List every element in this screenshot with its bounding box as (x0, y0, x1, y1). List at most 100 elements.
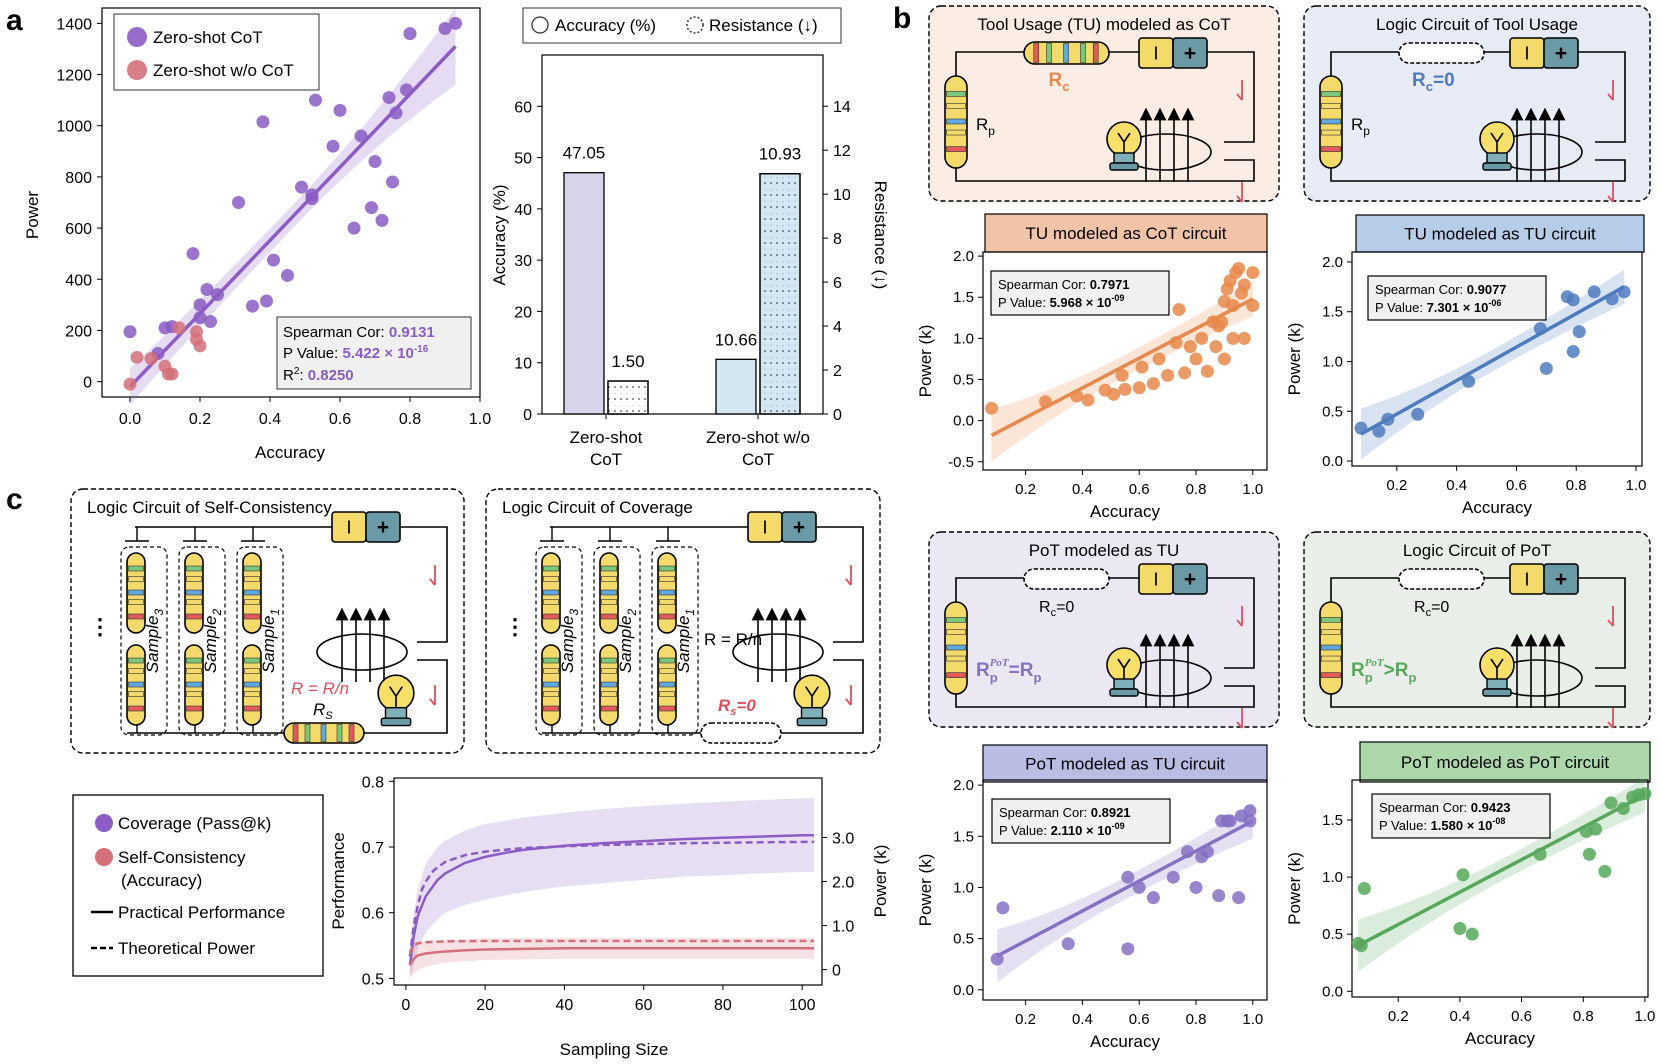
resistor-band (601, 613, 617, 620)
circuit-current-arrow-bottom (1236, 182, 1243, 203)
panel-letter-b: b (893, 2, 911, 35)
b-plot-point (1212, 889, 1226, 903)
resistor-band (1092, 43, 1099, 63)
a-scatter-point-cot (309, 93, 322, 107)
resistor-band (1321, 91, 1341, 97)
resistor-band (128, 705, 144, 712)
circuit-current-arrow-bottom (1236, 708, 1243, 729)
a-stats-spearman: Spearman Cor: 0.9131 (283, 324, 435, 341)
a-bar-content: 010203040506002468101214∘·∘·47.051.50Zer… (514, 99, 851, 469)
b-plot-point (1180, 845, 1194, 859)
b-plot-fit-line (1357, 793, 1646, 948)
circuit-rc-value: =0 (1431, 599, 1449, 616)
b-plot-xtick-label: 0.4 (1072, 481, 1093, 498)
circuit-sample-resistor (657, 644, 677, 726)
a-bar-left-label: Accuracy (%) (490, 184, 509, 285)
b-plot-point (990, 952, 1004, 966)
b-plot-b_pot_tu: PoT modeled as TU circuit 0.2 0.4 0.6 0.8 1.0… (916, 744, 1268, 1051)
circuit-bulb (1479, 121, 1515, 171)
legend-cot-label: Zero-shot CoT (153, 28, 263, 47)
b-plot-stats-spearman-value: 0.9423 (1471, 800, 1511, 815)
resistor-band (186, 691, 202, 697)
a-stats-spearman-label: Spearman Cor: (283, 324, 389, 341)
a-stats-r2: R2: 0.8250 (283, 366, 354, 384)
b-plot-point (1121, 942, 1135, 956)
b-plot-stats-pvalue: P Value: 1.580 × 10-08 (1379, 816, 1505, 833)
resistor-band (1033, 43, 1040, 63)
circuit-bulb (793, 674, 831, 727)
circuit-title: Logic Circuit of Self-Consistency (87, 498, 332, 517)
resistor-band (1321, 103, 1341, 109)
c-line-y2tick-label: 2.0 (832, 875, 854, 892)
b-plot-point (1462, 374, 1476, 388)
c-line-y2tick-label: 0 (832, 963, 841, 980)
bulb-base (800, 707, 824, 719)
c-line-series (408, 840, 815, 957)
battery-plus-glyph: + (793, 516, 805, 539)
a-scatter-xlabel: Accuracy (255, 443, 325, 462)
circuit-sample-label: Sample3 (143, 609, 166, 674)
circuit-battery: I + (1138, 563, 1208, 595)
a-bar-legend-box (522, 7, 842, 44)
b-plot-xtick-label: 0.8 (1573, 1008, 1594, 1025)
a-bar-right-tick-label: 12 (833, 143, 851, 160)
b-plot-ylabel: Power (k) (916, 325, 935, 398)
resistor-band (659, 613, 675, 620)
a-scatter-point-cot (389, 106, 403, 120)
a-scatter-point-cot (256, 115, 270, 129)
circuit-rc-resistor (1398, 568, 1485, 590)
resistor-band (128, 657, 144, 664)
bulb-socket (1109, 688, 1139, 697)
circuit-sample-resistor (657, 552, 677, 634)
b-plot-point (1582, 847, 1596, 861)
a-scatter-point-cot (354, 129, 368, 143)
resistor-body-dashed (1398, 568, 1485, 590)
resistor-band (1321, 655, 1341, 662)
b-plot-xtick-label: 1.0 (1242, 1011, 1263, 1028)
b-plot-header (1359, 741, 1651, 783)
a-bar-accuracy (563, 172, 605, 415)
b-plot-ytick-label: 1.0 (1322, 353, 1343, 370)
legend-resistance-marker (686, 16, 704, 34)
circuit-rp-pot-rel-sub: p (1033, 670, 1041, 685)
circuit-current-arrow-top (429, 565, 436, 586)
circuit-battery: I + (1138, 37, 1208, 69)
circuit-rp-resistor (944, 75, 968, 169)
circuit-current-arrow-bottom (429, 685, 436, 706)
a-scatter-ytick-label: 0 (83, 375, 92, 392)
circuit-wire (1330, 577, 1626, 708)
b-plot-point (1533, 322, 1547, 336)
circuit-rp-pot-sub: p (1365, 670, 1373, 685)
circuit-inductor (1120, 633, 1212, 708)
resistor-band (543, 705, 559, 712)
b-plot-point (1604, 796, 1618, 810)
a-scatter-point-cot (368, 155, 382, 169)
a-bar-resistance-label: 10.93 (759, 145, 802, 164)
circuit-sample-label: Sample1 (674, 609, 697, 673)
bulb-socket (796, 717, 828, 727)
resistor-band (244, 589, 260, 596)
c-line-xtick-label: 60 (635, 997, 653, 1014)
circuit-rs-sub: S (325, 710, 333, 722)
b-plot-point (1246, 266, 1260, 280)
b-plot-ci-band (1358, 777, 1645, 972)
circuit-rs-resistor (700, 722, 782, 744)
b-plot-point (1081, 393, 1095, 407)
a-scatter-stats-box (276, 316, 472, 390)
b-plot-frame (1351, 251, 1643, 467)
a-scatter-point-cot (305, 192, 319, 206)
b-plot-point (1161, 368, 1175, 382)
b-plot-stats-p-exp: -09 (1111, 293, 1124, 303)
b-plot-ytick-label: 1.5 (1322, 304, 1343, 321)
a-scatter-xtick-label: 0.8 (399, 411, 421, 428)
legend-resistance-label: Resistance (↓) (709, 16, 818, 35)
resistor-band (1046, 43, 1052, 63)
a-bar-accuracy-label: 10.66 (715, 330, 758, 349)
b-plot-stats-p-value: 1.580 × 10 (1431, 818, 1493, 833)
a-scatter-point-cot (333, 103, 347, 117)
b-plot-header-label: TU modeled as TU circuit (1404, 225, 1596, 244)
circuit-inductor (316, 607, 408, 682)
circuit-sample-label: Sample1 (259, 609, 282, 673)
